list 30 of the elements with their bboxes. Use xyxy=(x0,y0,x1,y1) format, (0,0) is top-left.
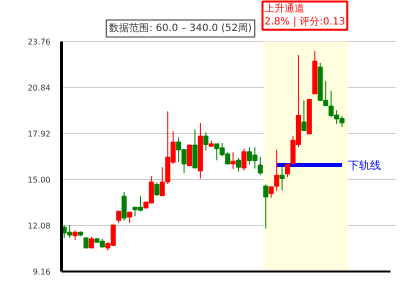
series-label: 下轨线 xyxy=(348,159,382,172)
y-tick-label: 23.76 xyxy=(28,38,51,46)
candlestick xyxy=(83,236,89,248)
y-tick-label: 15.00 xyxy=(28,176,51,184)
candlestick xyxy=(122,191,127,222)
text: 2.8% | 评分:0.13 xyxy=(264,16,346,28)
candlestick xyxy=(236,157,242,172)
text: 数据范围: 60.0 – 340.0 (52周) xyxy=(109,22,252,34)
y-tick-label: 9.16 xyxy=(32,268,50,276)
candlestick xyxy=(230,152,236,170)
candlestick xyxy=(192,129,198,168)
y-tick-label: 17.92 xyxy=(28,130,51,138)
candlestick xyxy=(268,186,274,198)
candlestick xyxy=(263,184,268,229)
candlestick xyxy=(116,210,122,224)
candlestick xyxy=(241,148,247,172)
text: 上升通道 xyxy=(264,2,304,14)
candlestick xyxy=(301,100,306,132)
candlestick xyxy=(280,166,285,192)
candlestick xyxy=(72,230,78,240)
candlestick xyxy=(127,212,132,224)
y-tick-label: 20.84 xyxy=(28,84,51,92)
candlestick xyxy=(203,132,208,152)
candlestick xyxy=(88,236,94,248)
y-tick-label: 12.08 xyxy=(28,222,51,230)
candlestick xyxy=(258,156,263,176)
candlestick xyxy=(67,224,72,238)
candlestick xyxy=(274,149,280,192)
candlestick xyxy=(186,144,192,167)
candlestick xyxy=(154,182,160,197)
